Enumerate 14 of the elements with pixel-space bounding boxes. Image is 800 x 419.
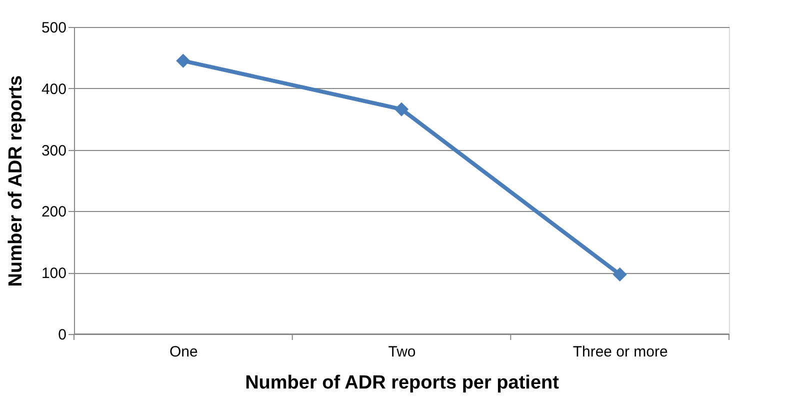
point bbox=[394, 102, 409, 116]
y-tick-label: 200 bbox=[41, 204, 66, 221]
y-tick-label: 100 bbox=[41, 265, 66, 282]
x-axis-title: Number of ADR reports per patient bbox=[245, 372, 560, 394]
point bbox=[612, 267, 627, 282]
x-tick-label: Two bbox=[388, 344, 416, 360]
y-tick-label: 300 bbox=[41, 142, 66, 160]
y-axis-title: Number of ADR reports bbox=[5, 75, 26, 287]
y-tick-label: 400 bbox=[41, 80, 66, 98]
x-tick-label: Three or more bbox=[572, 344, 668, 360]
x-tick-label: One bbox=[169, 344, 198, 360]
point bbox=[176, 54, 190, 68]
y-tick-label: 500 bbox=[41, 20, 66, 36]
y-tick-label: 0 bbox=[58, 326, 66, 344]
